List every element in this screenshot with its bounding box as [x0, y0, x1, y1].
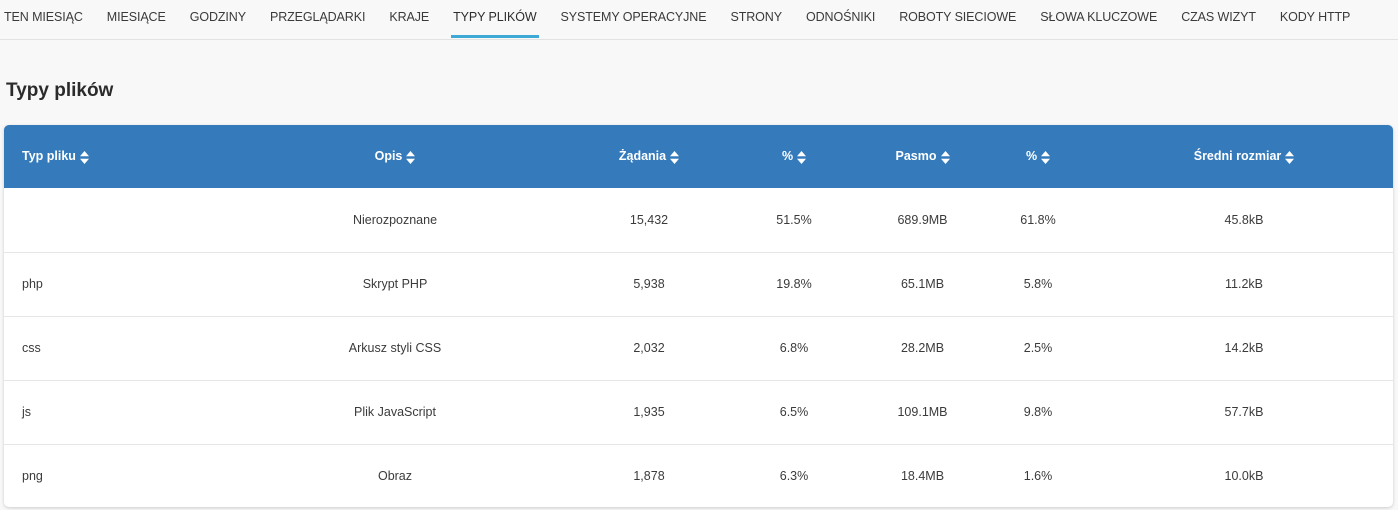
cell-avg-size: 10.0kB	[1224, 469, 1264, 484]
column-header-label: %	[1025, 149, 1038, 164]
cell-requests-percent: 19.8%	[776, 277, 812, 291]
table-row: css Arkusz styli CSS 2,032 6.8% 28.2MB 2…	[4, 316, 1393, 380]
column-header-requests-percent[interactable]: %	[724, 125, 864, 188]
cell-bandwidth-percent: 9.8%	[1023, 405, 1053, 419]
table-row: png Obraz 1,878 6.3% 18.4MB 1.6% 10.0kB	[4, 444, 1393, 507]
cell-avg-size: 11.2kB	[1225, 277, 1263, 291]
sort-icon	[79, 150, 89, 164]
tab-kraje[interactable]: KRAJE	[389, 10, 430, 24]
section-title: Typy plików	[6, 80, 114, 101]
tab-odnosniki[interactable]: ODNOŚNIKI	[805, 10, 876, 24]
cell-file-type: css	[22, 341, 41, 355]
sort-icon	[1041, 150, 1051, 164]
cell-file-type: png	[22, 469, 43, 484]
sort-icon	[670, 150, 680, 164]
cell-requests: 1,935	[633, 405, 665, 419]
cell-avg-size: 57.7kB	[1224, 405, 1264, 419]
file-types-table: Typ pliku Opis Żądania % Pasmo % Średni …	[4, 125, 1393, 507]
sort-icon	[1285, 150, 1295, 164]
cell-description: Nierozpoznane	[352, 212, 438, 227]
cell-bandwidth-percent: 1.6%	[1023, 469, 1053, 484]
column-header-label: %	[781, 149, 794, 164]
cell-bandwidth-percent: 2.5%	[1023, 341, 1053, 355]
cell-requests: 2,032	[633, 341, 665, 355]
cell-description: Plik JavaScript	[354, 405, 436, 419]
cell-avg-size: 45.8kB	[1224, 212, 1264, 227]
tab-systemy-operacyjne[interactable]: SYSTEMY OPERACYJNE	[560, 10, 707, 24]
cell-avg-size: 14.2kB	[1224, 341, 1264, 355]
tab-godziny[interactable]: GODZINY	[189, 10, 246, 24]
table-row: php Skrypt PHP 5,938 19.8% 65.1MB 5.8% 1…	[4, 252, 1393, 316]
cell-bandwidth: 689.9MB	[897, 212, 948, 227]
stats-tab-bar: TEN MIESIĄC MIESIĄCE GODZINY PRZEGLĄDARK…	[0, 0, 1398, 40]
cell-file-type: php	[22, 277, 43, 291]
cell-bandwidth: 109.1MB	[897, 405, 948, 419]
tab-kody-http[interactable]: KODY HTTP	[1279, 10, 1351, 24]
tab-miesiace[interactable]: MIESIĄCE	[106, 10, 166, 24]
cell-requests: 1,878	[633, 469, 665, 484]
tab-roboty-sieciowe[interactable]: ROBOTY SIECIOWE	[899, 10, 1017, 24]
column-header-label: Typ pliku	[22, 149, 76, 164]
cell-requests: 5,938	[633, 277, 665, 291]
cell-bandwidth-percent: 5.8%	[1023, 277, 1053, 291]
column-header-label: Pasmo	[895, 149, 937, 164]
column-header-bandwidth[interactable]: Pasmo	[864, 125, 981, 188]
table-header-row: Typ pliku Opis Żądania % Pasmo % Średni …	[4, 125, 1393, 188]
tab-czas-wizyt[interactable]: CZAS WIZYT	[1181, 10, 1256, 24]
table-row: js Plik JavaScript 1,935 6.5% 109.1MB 9.…	[4, 380, 1393, 444]
column-header-description[interactable]: Opis	[216, 125, 574, 188]
tab-przegladarki[interactable]: PRZEGLĄDARKI	[269, 10, 366, 24]
tab-strony[interactable]: STRONY	[730, 10, 782, 24]
column-header-bandwidth-percent[interactable]: %	[981, 125, 1095, 188]
table-row: Nierozpoznane 15,432 51.5% 689.9MB 61.8%…	[4, 188, 1393, 252]
column-header-file-type[interactable]: Typ pliku	[4, 125, 216, 188]
column-header-label: Opis	[374, 149, 403, 164]
column-header-label: Średni rozmiar	[1193, 149, 1282, 164]
tab-typy-plikow[interactable]: TYPY PLIKÓW	[451, 0, 539, 38]
cell-requests-percent: 6.5%	[779, 405, 809, 419]
tab-ten-miesiac[interactable]: TEN MIESIĄC	[4, 10, 83, 24]
cell-description: Skrypt PHP	[362, 277, 428, 291]
column-header-label: Żądania	[618, 149, 667, 164]
cell-bandwidth: 65.1MB	[900, 277, 945, 291]
cell-requests-percent: 6.3%	[779, 469, 809, 484]
cell-requests-percent: 51.5%	[776, 212, 812, 227]
cell-file-type	[4, 188, 216, 252]
tab-slowa-kluczowe[interactable]: SŁOWA KLUCZOWE	[1040, 10, 1158, 24]
cell-file-type: js	[22, 405, 32, 419]
cell-requests-percent: 6.8%	[779, 341, 809, 355]
sort-icon	[797, 150, 807, 164]
cell-bandwidth: 18.4MB	[900, 469, 945, 484]
sort-icon	[406, 150, 416, 164]
cell-description: Obraz	[377, 469, 413, 484]
column-header-avg-size[interactable]: Średni rozmiar	[1095, 125, 1393, 188]
sort-icon	[940, 150, 950, 164]
cell-bandwidth-percent: 61.8%	[1020, 212, 1056, 227]
cell-description: Arkusz styli CSS	[348, 341, 442, 355]
column-header-requests[interactable]: Żądania	[574, 125, 724, 188]
cell-bandwidth: 28.2MB	[900, 341, 945, 355]
cell-requests: 15,432	[629, 212, 669, 227]
